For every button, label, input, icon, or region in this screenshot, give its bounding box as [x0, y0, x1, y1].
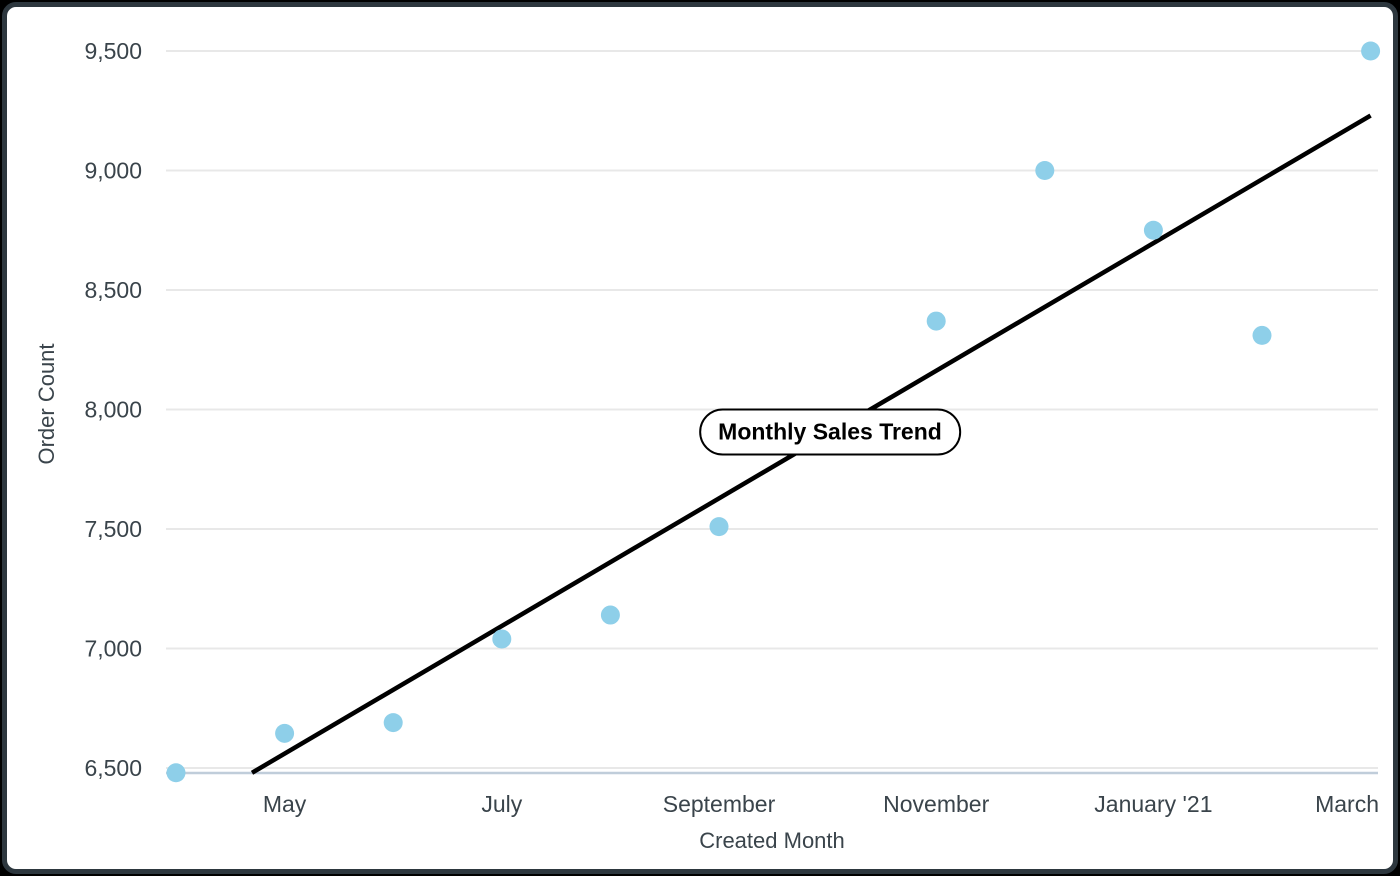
y-tick-label: 7,500 [84, 516, 142, 542]
chart-title: Monthly Sales Trend [718, 418, 942, 445]
x-tick-label: March [1315, 791, 1379, 817]
data-point[interactable] [1143, 220, 1163, 240]
data-point[interactable] [1252, 325, 1272, 345]
data-point[interactable] [383, 713, 403, 733]
data-point[interactable] [166, 763, 186, 783]
data-point[interactable] [709, 517, 729, 537]
x-axis-title: Created Month [699, 828, 845, 853]
data-point[interactable] [1035, 161, 1055, 180]
chart-title-pill: Monthly Sales Trend [699, 408, 961, 456]
x-tick-label: July [481, 791, 522, 817]
y-tick-label: 8,000 [84, 397, 142, 423]
x-tick-label: January '21 [1094, 791, 1212, 817]
y-tick-label: 6,500 [84, 755, 142, 781]
y-axis-title: Order Count [34, 343, 59, 465]
x-tick-label: May [263, 791, 307, 817]
y-tick-label: 9,000 [84, 158, 142, 184]
x-tick-label: September [663, 791, 776, 817]
data-point[interactable] [275, 723, 295, 743]
data-point[interactable] [600, 605, 620, 625]
data-point[interactable] [1361, 41, 1381, 61]
y-tick-label: 8,500 [84, 277, 142, 303]
y-tick-label: 7,000 [84, 636, 142, 662]
data-point[interactable] [492, 629, 512, 649]
x-tick-label: November [883, 791, 989, 817]
data-point[interactable] [926, 311, 946, 331]
y-tick-label: 9,500 [84, 38, 142, 64]
